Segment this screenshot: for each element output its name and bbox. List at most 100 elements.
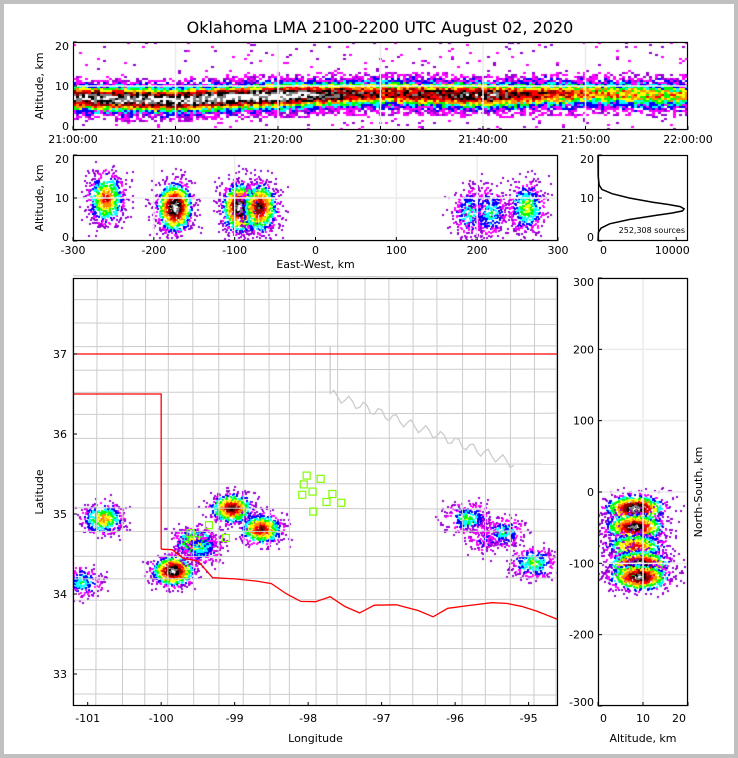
y-tick-label: 10 (55, 192, 69, 205)
x-tick-label: 21:30:00 (356, 133, 405, 146)
x-tick-label: 20 (672, 712, 686, 725)
y-tick-label: 0 (587, 231, 594, 244)
y-tick-label: 37 (53, 348, 67, 361)
lma-station-marker (221, 533, 230, 543)
county-border (72, 275, 559, 278)
x-tick-label: -100 (222, 244, 247, 257)
time-height-axes: 21:00:00 21:10:00 21:20:00 21:30:00 21:40:00… (33, 40, 713, 146)
county-border (242, 277, 245, 707)
histogram-line (597, 154, 686, 242)
ns-height-axes: 0 10 20 300 200 100 0 -100 -200 -300 Altitude, km N… (569, 276, 705, 745)
county-border (364, 277, 367, 707)
x-tick-label: -99 (226, 712, 244, 725)
axes-frame (72, 154, 559, 242)
x-tick-label: 21:20:00 (253, 133, 302, 146)
county-border (72, 577, 559, 580)
x-tick-label: 300 (548, 244, 569, 257)
y-tick-label: 20 (55, 153, 69, 166)
lma-station-marker (298, 490, 307, 499)
y-tick-label: -100 (569, 557, 594, 570)
x-tick-label: -100 (149, 712, 174, 725)
lma-station-marker (328, 489, 337, 499)
x-tick-label: 21:10:00 (151, 133, 200, 146)
y-tick-label: 300 (573, 276, 594, 289)
y-axis-label: Altitude, km (33, 52, 46, 119)
y-tick-label: 34 (53, 588, 67, 601)
county-border (121, 277, 124, 707)
x-tick-label: 100 (386, 244, 407, 257)
y-tick-label: 10 (55, 80, 69, 93)
y-tick-label: -200 (569, 629, 594, 642)
lma-station-marker (316, 474, 325, 483)
x-tick-label: -96 (446, 712, 464, 725)
y-tick-label: 20 (55, 40, 69, 53)
x-axis-label: East-West, km (276, 258, 354, 271)
lma-station-marker (322, 497, 331, 507)
county-border (72, 368, 559, 371)
plan-view-axes: -101 -100 -99 -98 -97 -96 -95 33 34 35 36 37 Longitu… (33, 275, 559, 745)
x-tick-label: 0 (600, 712, 607, 725)
county-border (388, 277, 391, 707)
river (329, 345, 515, 469)
y-tick-label: 35 (53, 508, 67, 521)
y-tick-label: 0 (62, 120, 69, 133)
state-border-panhandle (73, 393, 162, 550)
lma-station-marker (299, 480, 308, 489)
county-border (268, 277, 271, 707)
county-border (461, 277, 464, 707)
plan-view-map-panel: -101 -100 -99 -98 -97 -96 -95 33 34 35 36 37 Longitu… (33, 275, 559, 745)
axes-frame (597, 277, 689, 707)
ns-height-panel: 0 10 20 300 200 100 0 -100 -200 -300 Altitude, km N… (569, 276, 705, 745)
y-tick-label: 200 (573, 343, 594, 356)
county-border (336, 277, 339, 707)
county-border (192, 277, 195, 707)
x-tick-label: 10000 (655, 244, 690, 257)
county-border (72, 624, 559, 627)
x-axis-label: Altitude, km (609, 732, 676, 745)
lma-station-marker (204, 521, 214, 530)
county-border (533, 277, 536, 707)
y-tick-label: 0 (587, 486, 594, 499)
y-axis-label: Latitude (33, 469, 46, 515)
county-border (72, 598, 559, 601)
county-border (72, 462, 559, 465)
county-border (72, 412, 559, 415)
y-axis-label: Altitude, km (33, 164, 46, 231)
x-tick-label: -101 (75, 712, 100, 725)
figure-title: Oklahoma LMA 2100-2200 UTC August 02, 20… (186, 18, 574, 37)
y-tick-label: 0 (62, 231, 69, 244)
x-tick-label: 22:00:00 (663, 133, 712, 146)
ew-height-panel: -300 -200 -100 0 100 200 300 0 10 20 Altitude, km E… (33, 153, 569, 271)
source-count-annotation: 252,308 sources (619, 226, 685, 235)
x-tick-label: 0 (600, 244, 607, 257)
county-border (95, 277, 98, 707)
x-tick-label: 21:40:00 (458, 133, 507, 146)
altitude-histogram-panel: 0 10000 0 10 20 252,308 sources (580, 153, 690, 257)
time-height-panel: 21:00:00 21:10:00 21:20:00 21:30:00 21:40:00… (33, 40, 713, 146)
lma-station-marker (302, 471, 311, 480)
x-tick-label: 21:00:00 (48, 133, 97, 146)
y-tick-label: 10 (580, 192, 594, 205)
x-tick-label: -300 (61, 244, 86, 257)
county-border (167, 277, 170, 707)
x-tick-label: -95 (520, 712, 538, 725)
axes-frame (72, 277, 559, 707)
axes-frame (72, 41, 689, 131)
lma-station-marker (186, 529, 195, 538)
x-tick-label: 21:50:00 (561, 133, 610, 146)
x-tick-label: -97 (373, 712, 391, 725)
y-tick-label: 100 (573, 415, 594, 428)
county-border (72, 345, 559, 348)
y-axis-label: North-South, km (692, 447, 705, 538)
x-tick-label: -200 (141, 244, 166, 257)
lma-station-marker (309, 507, 318, 516)
axes-frame (597, 154, 689, 242)
state-border-red-river (161, 548, 559, 621)
x-tick-label: 10 (636, 712, 650, 725)
y-tick-label: 20 (580, 153, 594, 166)
county-border (436, 277, 438, 707)
x-tick-label: -98 (299, 712, 317, 725)
lma-station-marker (337, 498, 346, 507)
x-tick-label: 200 (467, 244, 488, 257)
y-tick-label: 36 (53, 428, 67, 441)
